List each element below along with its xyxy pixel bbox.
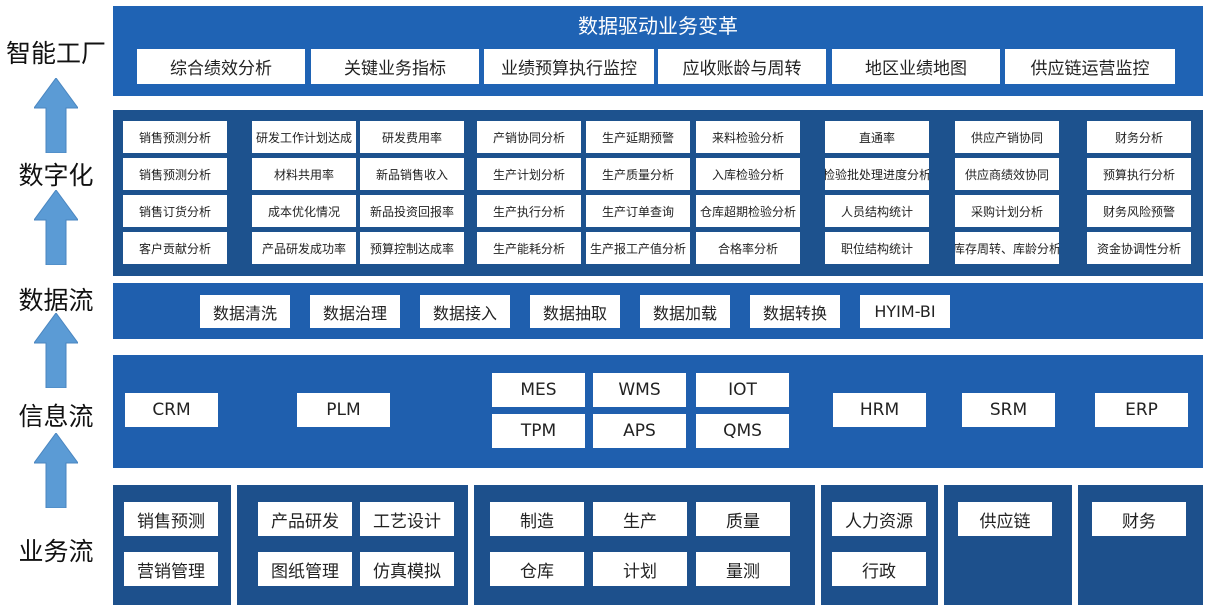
up-arrow-icon [33,189,79,266]
metric-item[interactable]: 销售预测分析 [123,158,227,190]
business-item[interactable]: 质量 [696,502,790,536]
metric-item[interactable]: 生产能耗分析 [477,232,581,264]
business-item[interactable]: 营销管理 [124,552,218,586]
metric-item[interactable]: 产销协同分析 [477,121,581,153]
up-arrow-icon [33,77,79,154]
metric-item[interactable]: 生产延期预警 [586,121,690,153]
dataflow-item[interactable]: 数据清洗 [200,295,290,328]
nav-button[interactable]: 综合绩效分析 [137,49,305,84]
business-item[interactable]: 仓库 [490,552,584,586]
metric-item[interactable]: 入库检验分析 [696,158,800,190]
layer-label: 数字化 [18,161,94,190]
metric-item[interactable]: 销售预测分析 [123,121,227,153]
layer-label: 数据流 [18,286,94,315]
system-item[interactable]: CRM [125,393,218,427]
system-item[interactable]: SRM [962,393,1055,427]
system-item[interactable]: ERP [1095,393,1188,427]
metric-item[interactable]: 仓库超期检验分析 [696,195,800,227]
dataflow-item[interactable]: 数据接入 [420,295,510,328]
layer-label: 信息流 [18,402,94,431]
system-item[interactable]: MES [492,373,585,407]
business-item[interactable]: 供应链 [958,502,1052,536]
metric-item[interactable]: 生产质量分析 [586,158,690,190]
business-item[interactable]: 图纸管理 [258,552,352,586]
up-arrow-icon [33,312,79,389]
metric-item[interactable]: 职位结构统计 [825,232,929,264]
metric-item[interactable]: 生产报工产值分析 [586,232,690,264]
system-item[interactable]: APS [593,414,686,448]
nav-button[interactable]: 关键业务指标 [311,49,479,84]
top-title: 数据驱动业务变革 [578,14,738,38]
metric-item[interactable]: 成本优化情况 [252,195,356,227]
metric-item[interactable]: 库存周转、库龄分析 [955,232,1059,264]
metric-item[interactable]: 财务分析 [1087,121,1191,153]
system-item[interactable]: TPM [492,414,585,448]
metric-item[interactable]: 产品研发成功率 [252,232,356,264]
metric-item[interactable]: 资金协调性分析 [1087,232,1191,264]
metric-item[interactable]: 生产计划分析 [477,158,581,190]
metric-item[interactable]: 生产执行分析 [477,195,581,227]
system-item[interactable]: IOT [696,373,789,407]
metric-item[interactable]: 新品投资回报率 [360,195,464,227]
metric-item[interactable]: 采购计划分析 [955,195,1059,227]
layer-label: 智能工厂 [5,39,106,68]
business-item[interactable]: 人力资源 [832,502,926,536]
business-item[interactable]: 行政 [832,552,926,586]
nav-button[interactable]: 地区业绩地图 [832,49,1000,84]
dataflow-item[interactable]: 数据转换 [750,295,840,328]
metric-item[interactable]: 财务风险预警 [1087,195,1191,227]
metric-item[interactable]: 供应产销协同 [955,121,1059,153]
metric-item[interactable]: 合格率分析 [696,232,800,264]
metric-item[interactable]: 检验批处理进度分析 [825,158,929,190]
business-item[interactable]: 制造 [490,502,584,536]
metric-item[interactable]: 直通率 [825,121,929,153]
metric-item[interactable]: 客户贡献分析 [123,232,227,264]
metric-item[interactable]: 来料检验分析 [696,121,800,153]
business-item[interactable]: 财务 [1092,502,1186,536]
business-item[interactable]: 仿真模拟 [360,552,454,586]
metric-item[interactable]: 材料共用率 [252,158,356,190]
metric-item[interactable]: 研发费用率 [360,121,464,153]
business-item[interactable]: 量测 [696,552,790,586]
business-item[interactable]: 生产 [593,502,687,536]
nav-button[interactable]: 供应链运营监控 [1005,49,1175,84]
metric-item[interactable]: 预算控制达成率 [360,232,464,264]
business-item[interactable]: 工艺设计 [360,502,454,536]
system-item[interactable]: PLM [297,393,390,427]
up-arrow-icon [33,432,79,509]
metric-item[interactable]: 销售订货分析 [123,195,227,227]
business-item[interactable]: 产品研发 [258,502,352,536]
system-item[interactable]: QMS [696,414,789,448]
metric-item[interactable]: 研发工作计划达成 [252,121,356,153]
metric-item[interactable]: 预算执行分析 [1087,158,1191,190]
dataflow-item[interactable]: 数据加载 [640,295,730,328]
system-item[interactable]: HRM [833,393,926,427]
dataflow-item[interactable]: 数据抽取 [530,295,620,328]
nav-button[interactable]: 业绩预算执行监控 [484,49,654,84]
dataflow-item[interactable]: 数据治理 [310,295,400,328]
metric-item[interactable]: 人员结构统计 [825,195,929,227]
dataflow-item[interactable]: HYIM-BI [860,295,950,328]
business-item[interactable]: 销售预测 [124,502,218,536]
system-item[interactable]: WMS [593,373,686,407]
metric-item[interactable]: 新品销售收入 [360,158,464,190]
metric-item[interactable]: 供应商绩效协同 [955,158,1059,190]
layer-label: 业务流 [18,537,94,566]
business-item[interactable]: 计划 [593,552,687,586]
nav-button[interactable]: 应收账龄与周转 [658,49,826,84]
metric-item[interactable]: 生产订单查询 [586,195,690,227]
